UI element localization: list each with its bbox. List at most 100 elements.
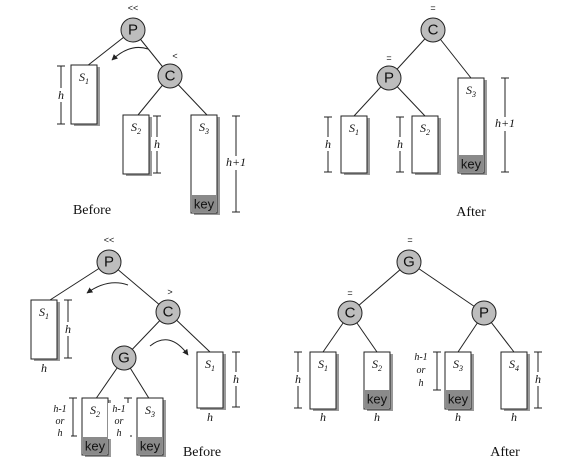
svg-text:S1: S1 xyxy=(205,357,215,373)
node-label: C xyxy=(165,68,176,85)
node-g: G xyxy=(111,345,137,371)
panel-single-before: << P < C S1 h S2 xyxy=(55,3,248,218)
dimension-h: h xyxy=(55,65,67,125)
node-label: G xyxy=(403,254,415,271)
subtree-index: 1 xyxy=(324,364,328,373)
svg-text:S3: S3 xyxy=(466,83,476,99)
subtree-s3: S3 key xyxy=(444,351,474,411)
dimension-h: h xyxy=(230,351,242,408)
dimension-or: or xyxy=(56,416,65,427)
height-label: h xyxy=(374,410,380,424)
dimension-h: h xyxy=(322,116,334,173)
subtree-s1: S1 xyxy=(70,64,100,126)
key-box xyxy=(459,155,483,172)
balance-label: = xyxy=(407,235,412,245)
dimension-label: h xyxy=(58,88,64,102)
panel-double-before: << P > C G S1 h h S1 xyxy=(30,235,242,460)
rotation-arrow xyxy=(111,46,149,61)
dimension-h: h xyxy=(62,299,74,359)
subtree-s3: S3 key xyxy=(136,397,166,457)
panel-double-after: = G = C P S1 h h S2 xyxy=(292,235,544,460)
caption-after: After xyxy=(456,205,486,220)
key-box xyxy=(138,437,162,454)
node-c: C xyxy=(157,63,183,89)
subtree-letter: S xyxy=(79,70,85,84)
dimension-h-plus-1: h+1 xyxy=(493,77,517,173)
dimension-label: h xyxy=(535,372,541,386)
node-c: C xyxy=(155,299,181,325)
subtree-index: 3 xyxy=(471,90,476,99)
panel-single-after: = C = P S3 key h+1 S1 xyxy=(322,3,517,220)
caption-after: After xyxy=(490,445,520,460)
subtree-index: 2 xyxy=(137,127,141,136)
dimension-or: or xyxy=(115,416,124,427)
node-label: G xyxy=(118,350,130,367)
subtree-letter: S xyxy=(420,121,426,135)
subtree-letter: S xyxy=(453,357,459,371)
key-label: key xyxy=(194,197,215,212)
dimension-h-minus-1-or-h: h-1 or h xyxy=(108,397,132,439)
svg-text:S3: S3 xyxy=(199,120,209,136)
key-box xyxy=(365,390,389,408)
subtree-index: 3 xyxy=(204,127,209,136)
height-label: h xyxy=(41,361,47,375)
subtree-index: 1 xyxy=(355,128,359,137)
dimension-label: h-1 xyxy=(112,404,125,415)
dimension-h: h xyxy=(394,116,406,173)
node-g: G xyxy=(396,249,422,275)
subtree-s2: S2 key xyxy=(81,397,111,457)
svg-text:S2: S2 xyxy=(90,403,100,419)
svg-text:S1: S1 xyxy=(318,357,328,373)
key-box xyxy=(446,390,470,408)
subtree-index: 1 xyxy=(85,77,89,86)
subtree-index: 1 xyxy=(45,312,49,321)
subtree-letter: S xyxy=(318,357,324,371)
balance-label: < xyxy=(172,51,177,61)
subtree-letter: S xyxy=(145,403,151,417)
dimension-or: or xyxy=(417,365,426,376)
height-label: h xyxy=(320,410,326,424)
svg-text:S4: S4 xyxy=(509,357,519,373)
subtree-index: 2 xyxy=(96,410,100,419)
dimension-h: h xyxy=(151,115,163,174)
dimension-h-minus-1-or-h: h-1 or h xyxy=(49,397,77,439)
dimension-label: h-1 xyxy=(414,352,427,363)
subtree-s1-right: S1 xyxy=(196,351,226,410)
balance-label: = xyxy=(347,288,352,298)
subtree-letter: S xyxy=(199,120,205,134)
dimension-h: h xyxy=(292,351,304,409)
subtree-letter: S xyxy=(349,121,355,135)
subtree-s1: S1 xyxy=(30,299,60,361)
subtree-letter: S xyxy=(39,305,45,319)
svg-text:S2: S2 xyxy=(420,121,430,137)
node-label: P xyxy=(479,305,489,322)
subtree-s3: S3 key xyxy=(457,77,487,175)
balance-label: = xyxy=(430,3,435,13)
subtree-letter: S xyxy=(372,357,378,371)
node-c: C xyxy=(337,300,363,326)
svg-text:S2: S2 xyxy=(372,357,382,373)
subtree-letter: S xyxy=(131,120,137,134)
node-label: P xyxy=(104,254,114,271)
balance-label: = xyxy=(386,53,391,63)
dimension-label: h xyxy=(154,137,160,151)
node-p: P xyxy=(120,17,146,43)
key-label: key xyxy=(461,157,482,172)
dimension-label: h xyxy=(325,137,331,151)
balance-label: << xyxy=(104,235,115,245)
key-box xyxy=(192,195,216,212)
dimension-label: h xyxy=(65,322,71,336)
key-label: key xyxy=(85,439,106,454)
dimension-label: h+1 xyxy=(226,155,246,169)
node-p: P xyxy=(96,249,122,275)
key-label: key xyxy=(448,392,469,407)
node-label: P xyxy=(128,22,138,39)
dimension-h-plus-1: h+1 xyxy=(224,115,248,213)
subtree-letter: S xyxy=(509,357,515,371)
node-p: P xyxy=(376,65,402,91)
node-label: C xyxy=(428,22,439,39)
node-label: C xyxy=(163,304,174,321)
subtree-s3: S3 key xyxy=(190,114,220,215)
dimension-label: h+1 xyxy=(495,116,515,130)
